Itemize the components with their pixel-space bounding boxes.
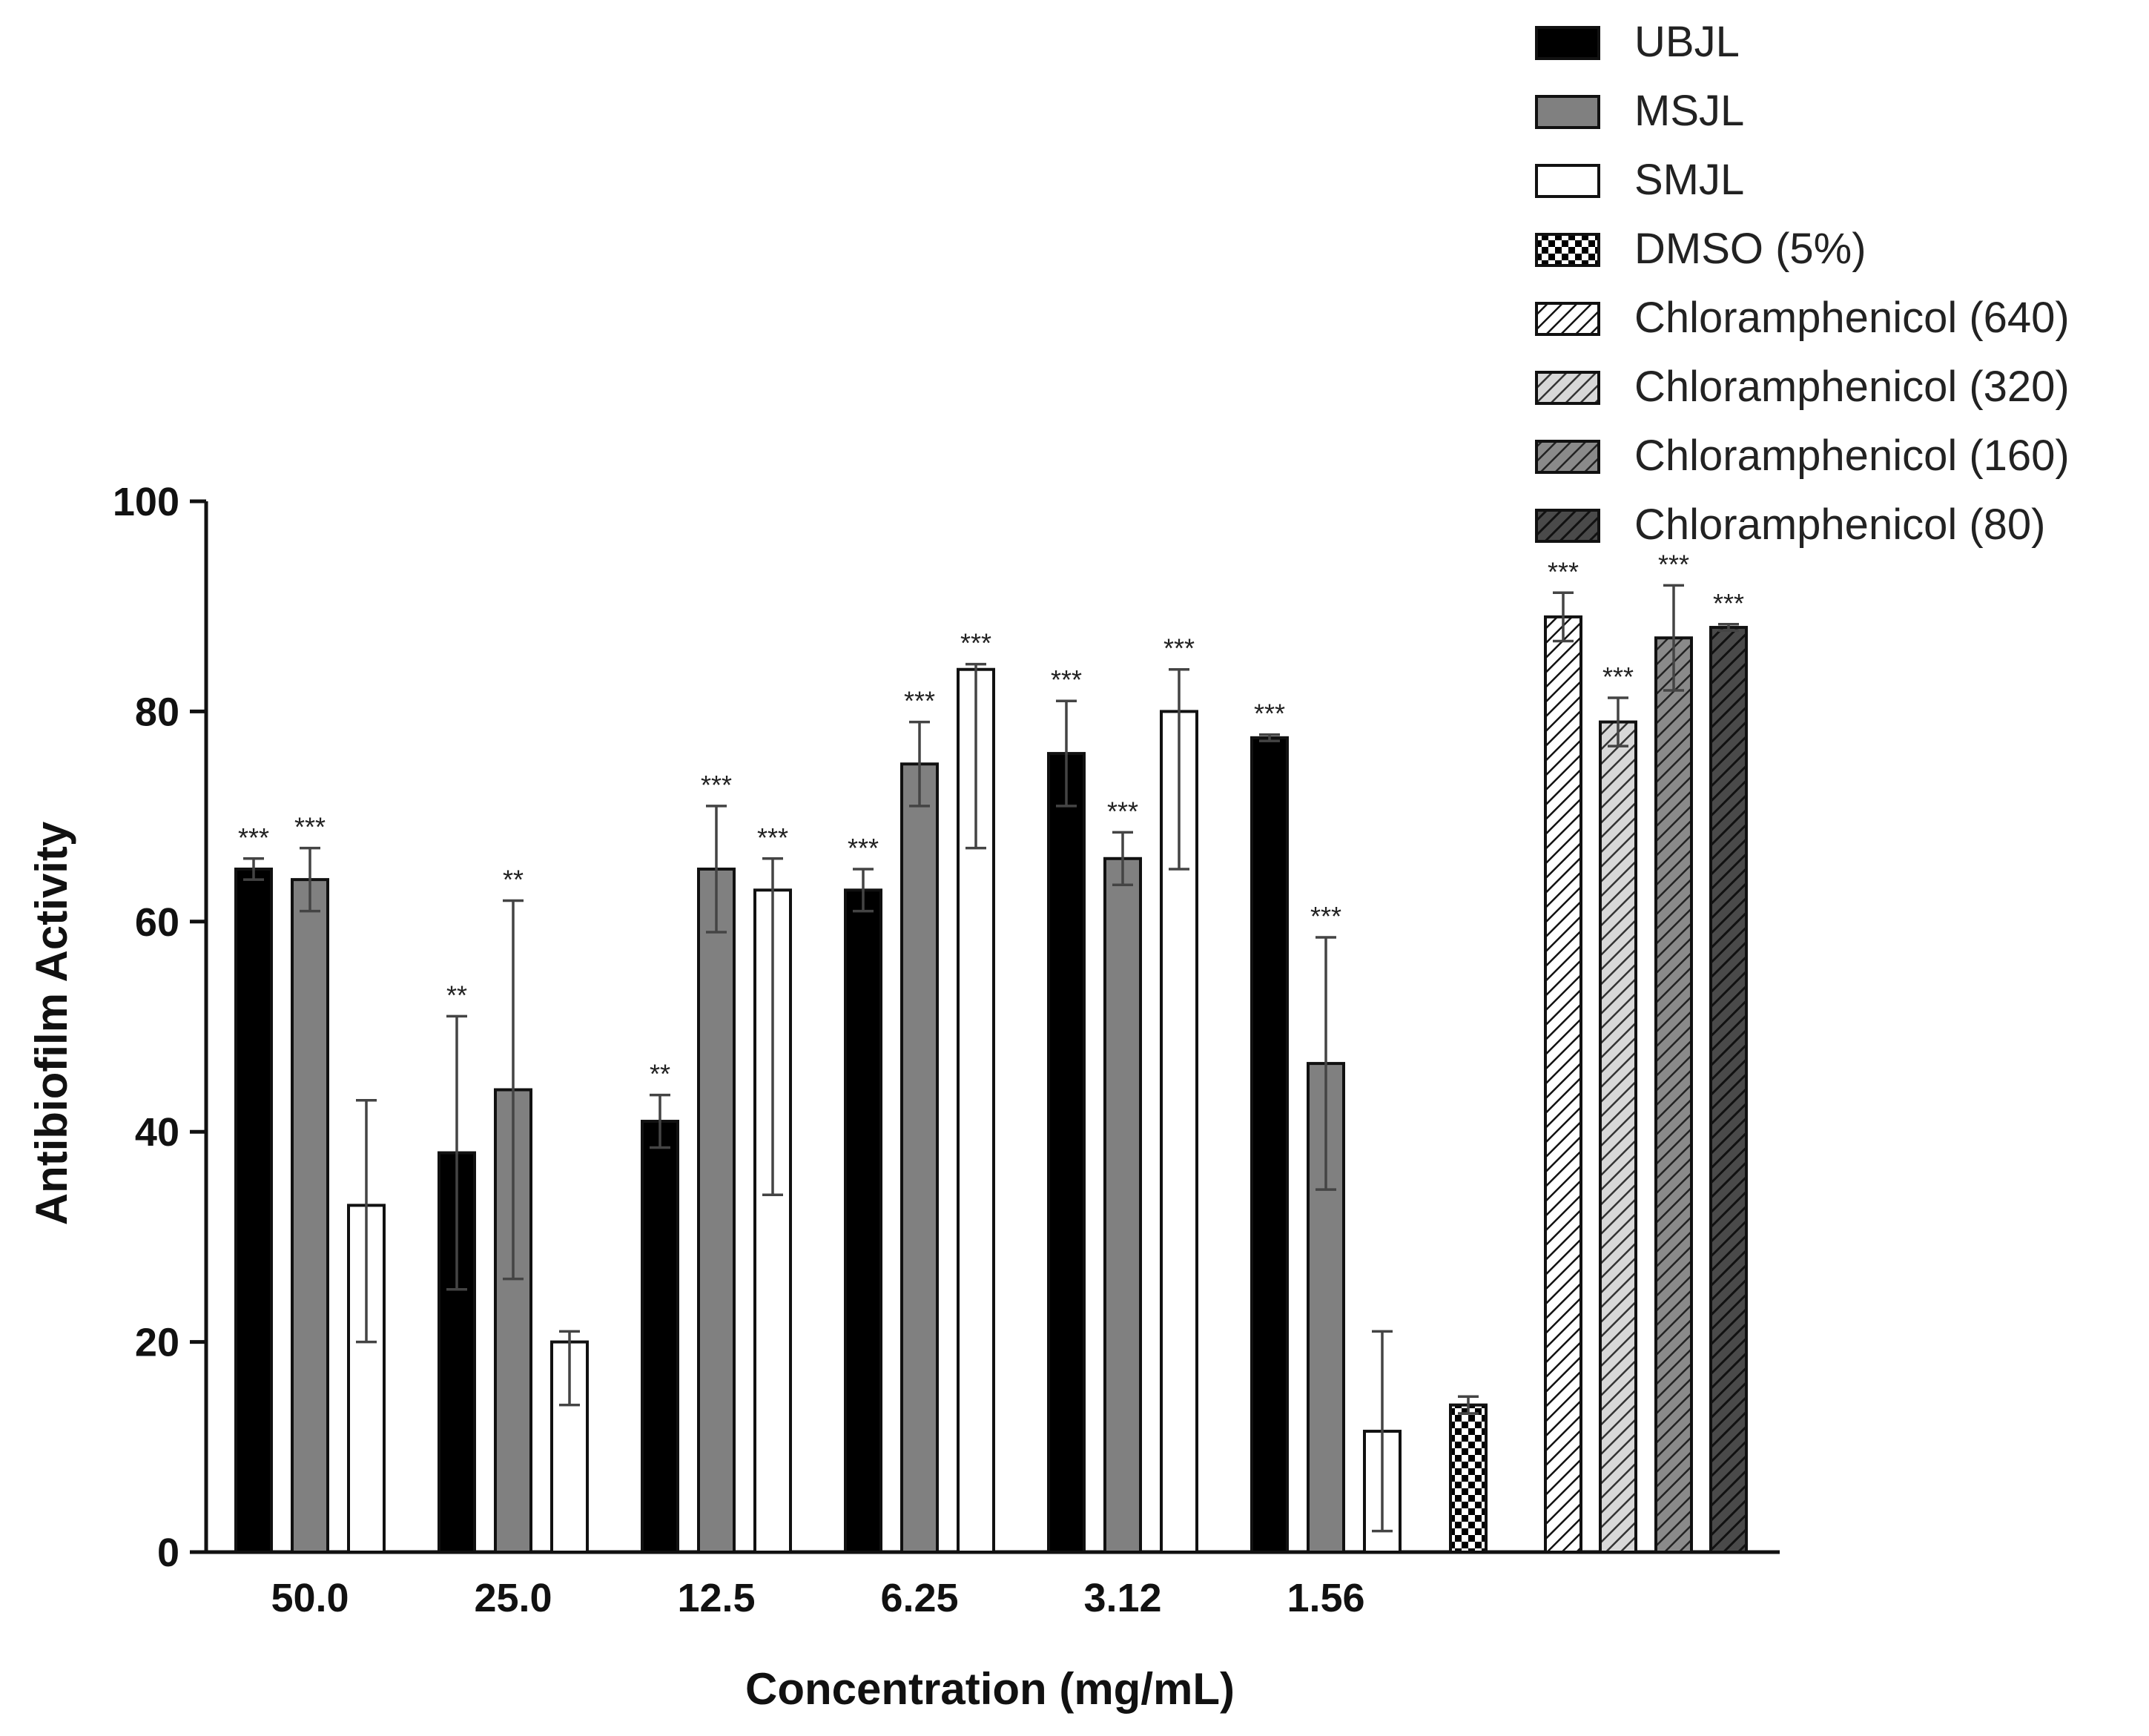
control-3-significance-label: *** xyxy=(1658,549,1689,579)
msjl-significance-label: *** xyxy=(1310,901,1341,931)
msjl-significance-label: *** xyxy=(1107,796,1138,826)
control-2-significance-label: *** xyxy=(1602,661,1634,692)
control-0-bar xyxy=(1449,1403,1488,1554)
smjl-significance-label: *** xyxy=(757,822,788,853)
control-3-bar xyxy=(1654,636,1693,1554)
legend: UBJL MSJL SMJL DMSO (5%) Chloramphenicol (64… xyxy=(1535,18,2070,549)
control-1-significance-label: *** xyxy=(1548,556,1579,587)
msjl-bar xyxy=(900,762,939,1554)
ubjl-bar xyxy=(641,1120,679,1554)
x-axis-title: Concentration (mg/mL) xyxy=(745,1664,1235,1714)
y-tick-label: 0 xyxy=(157,1531,179,1575)
x-tick-label: 12.5 xyxy=(677,1576,755,1620)
x-tick-label: 1.56 xyxy=(1287,1576,1364,1620)
ubjl-bar xyxy=(1250,736,1289,1554)
ubjl-bar xyxy=(844,888,882,1554)
msjl-bar xyxy=(697,867,736,1554)
legend-swatch xyxy=(1535,302,1600,336)
y-axis-title: Antibiofilm Activity xyxy=(27,821,76,1225)
smjl-bar xyxy=(347,1204,386,1554)
ubjl-significance-label: *** xyxy=(238,822,269,853)
y-tick-label: 80 xyxy=(135,690,179,734)
legend-label: Chloramphenicol (320) xyxy=(1634,363,2070,411)
control-4-significance-label: *** xyxy=(1713,588,1744,618)
x-tick-label: 6.25 xyxy=(880,1576,958,1620)
ubjl-significance-label: *** xyxy=(1051,664,1082,695)
ubjl-bar xyxy=(234,867,273,1554)
smjl-significance-label: *** xyxy=(1163,633,1195,664)
msjl-significance-label: ** xyxy=(503,864,524,894)
x-tick-label: 50.0 xyxy=(271,1576,349,1620)
legend-swatch xyxy=(1535,440,1600,474)
y-tick-label: 20 xyxy=(135,1321,179,1365)
legend-swatch xyxy=(1535,233,1600,267)
ubjl-bar xyxy=(438,1151,476,1554)
legend-swatch xyxy=(1535,26,1600,60)
control-2-bar xyxy=(1599,720,1637,1554)
y-ticks: 0 20 40 60 80 100 xyxy=(113,480,206,1575)
ubjl-significance-label: *** xyxy=(1254,699,1285,729)
legend-label: Chloramphenicol (640) xyxy=(1634,294,2070,342)
legend-label: Chloramphenicol (80) xyxy=(1634,501,2045,549)
bars: *** *************** **********************… xyxy=(234,549,1748,1554)
legend-swatch xyxy=(1535,371,1600,405)
control-1-bar xyxy=(1544,615,1582,1554)
ubjl-significance-label: ** xyxy=(650,1059,670,1089)
msjl-bar xyxy=(291,878,329,1554)
x-ticks: 50.0 25.0 12.5 6.25 3.12 1.56 xyxy=(271,1576,1364,1620)
smjl-significance-label: *** xyxy=(960,628,991,659)
legend-swatch xyxy=(1535,95,1600,129)
msjl-significance-label: *** xyxy=(904,686,935,716)
legend-swatch xyxy=(1535,164,1600,198)
msjl-significance-label: *** xyxy=(294,812,326,842)
ubjl-bar xyxy=(1047,752,1086,1554)
y-tick-label: 100 xyxy=(113,480,179,524)
msjl-significance-label: *** xyxy=(701,770,732,800)
legend-label: UBJL xyxy=(1634,18,1740,66)
legend-label: DMSO (5%) xyxy=(1634,225,1866,273)
legend-label: MSJL xyxy=(1634,87,1744,135)
y-tick-label: 60 xyxy=(135,900,179,945)
legend-label: Chloramphenicol (160) xyxy=(1634,432,2070,480)
legend-swatch xyxy=(1535,509,1600,543)
ubjl-significance-label: ** xyxy=(446,980,467,1010)
legend-label: SMJL xyxy=(1634,156,1744,204)
control-4-bar xyxy=(1709,626,1748,1554)
msjl-bar xyxy=(1103,857,1142,1554)
y-tick-label: 40 xyxy=(135,1110,179,1155)
ubjl-significance-label: *** xyxy=(848,833,879,863)
x-tick-label: 3.12 xyxy=(1083,1576,1161,1620)
x-tick-label: 25.0 xyxy=(474,1576,552,1620)
